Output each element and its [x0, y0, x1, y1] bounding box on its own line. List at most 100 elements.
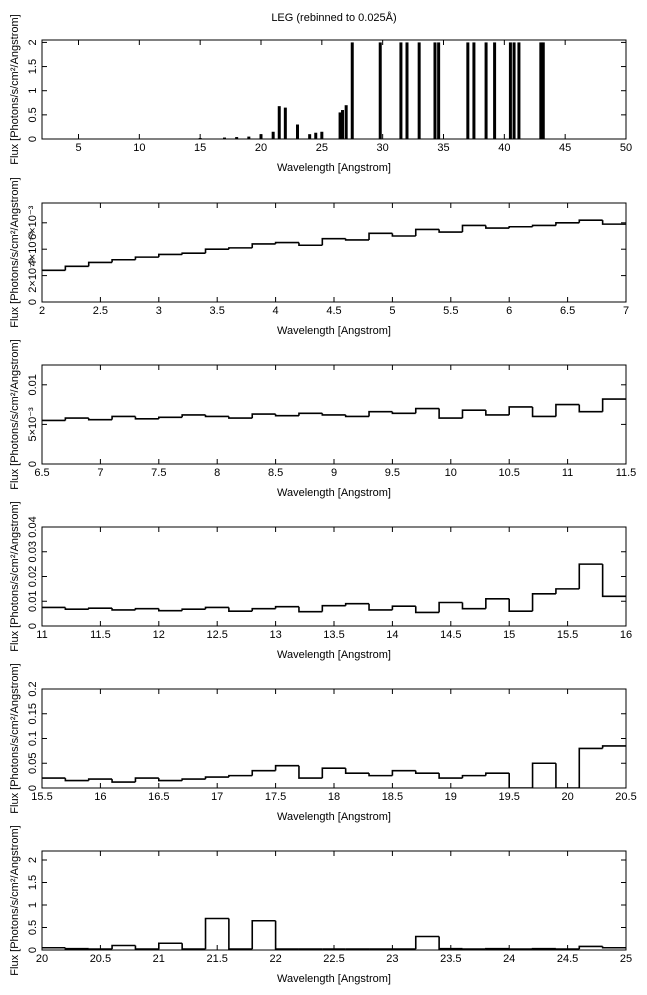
bar: [308, 134, 312, 139]
step: [508, 406, 533, 415]
step: [485, 225, 510, 229]
y-tick-label: 0.05: [27, 753, 39, 774]
bar: [405, 42, 409, 139]
step: [438, 601, 463, 613]
step: [111, 944, 136, 950]
x-tick-label: 22.5: [323, 953, 344, 965]
y-tick-label: 0: [27, 947, 39, 953]
plot-frame: [41, 688, 627, 789]
step: [158, 608, 183, 612]
x-tick-label: 35: [437, 142, 449, 154]
x-tick-label: 20: [255, 142, 267, 154]
step: [64, 265, 89, 271]
step: [461, 774, 486, 779]
step: [321, 767, 346, 779]
step: [228, 774, 253, 778]
series: [42, 398, 626, 422]
step: [298, 765, 323, 779]
step: [228, 607, 253, 612]
step: [181, 943, 206, 950]
step: [251, 919, 276, 950]
step: [485, 410, 510, 416]
step: [391, 233, 416, 237]
step: [368, 410, 393, 417]
bar: [320, 131, 324, 139]
step: [485, 597, 510, 609]
x-tick-label: 19: [445, 791, 457, 803]
series: [42, 563, 626, 614]
panel: 5 10 15 20 25 30 35 40 45 50 0 0.5 1 1.5 2 Wavelength […: [9, 14, 632, 174]
series: [42, 219, 626, 272]
step: [228, 416, 253, 419]
step: [321, 604, 346, 612]
bar: [350, 42, 354, 139]
step: [578, 747, 603, 788]
step: [578, 404, 603, 413]
y-tick-label: 0.04: [27, 516, 39, 537]
y-tick-label: 1.5: [27, 875, 39, 890]
x-tick-label: 18.5: [382, 791, 403, 803]
step: [87, 607, 113, 610]
step: [181, 778, 206, 781]
x-tick-label: 9.5: [385, 467, 400, 479]
x-tick-label: 5: [389, 305, 395, 317]
step: [251, 607, 276, 612]
bar: [484, 42, 488, 139]
x-tick-label: 3.5: [210, 305, 225, 317]
step: [578, 945, 603, 950]
step: [64, 607, 89, 610]
y-tick-label: 0.2: [27, 681, 39, 696]
step: [111, 779, 136, 783]
x-tick-label: 20.5: [90, 953, 111, 965]
bar: [198, 138, 202, 139]
x-tick-label: 21: [153, 953, 165, 965]
bar: [512, 42, 516, 139]
step: [274, 605, 299, 609]
bar: [466, 42, 470, 139]
x-axis-label: Wavelength [Angstrom]: [277, 162, 391, 174]
x-tick-label: 20: [561, 791, 573, 803]
step: [438, 936, 463, 950]
x-tick-label: 6: [506, 305, 512, 317]
x-tick-label: 15: [194, 142, 206, 154]
x-tick-label: 11: [562, 467, 573, 479]
step: [391, 605, 416, 610]
y-tick-label: 6×10⁻³: [27, 205, 39, 240]
x-tick-label: 7: [97, 467, 103, 479]
x-tick-label: 12.5: [206, 629, 227, 641]
step: [111, 415, 136, 420]
step: [134, 945, 159, 950]
step: [344, 414, 370, 418]
step: [368, 232, 393, 240]
step: [438, 229, 463, 233]
bar: [539, 42, 543, 139]
series: [42, 745, 626, 788]
step: [228, 247, 253, 250]
step: [344, 768, 370, 774]
step: [204, 917, 229, 950]
chart-title: LEG (rebinned to 0.025Å): [271, 11, 396, 24]
x-axis-label: Wavelength [Angstrom]: [277, 649, 391, 661]
step: [414, 606, 440, 614]
x-tick-label: 4: [273, 305, 279, 317]
step: [64, 778, 89, 782]
y-axis-label: Flux [Photons/s/cm²/Angstrom]: [9, 825, 21, 975]
step: [508, 598, 533, 612]
y-tick-label: 0.03: [27, 541, 39, 562]
x-tick-label: 16.5: [148, 791, 169, 803]
x-tick-label: 11.5: [90, 629, 111, 641]
x-tick-label: 11.5: [616, 467, 637, 479]
step: [531, 762, 556, 788]
x-tick-label: 24.5: [557, 953, 578, 965]
x-tick-label: 15.5: [31, 791, 52, 803]
step: [228, 918, 253, 950]
x-tick-label: 16: [620, 629, 632, 641]
step: [181, 252, 206, 255]
bar: [344, 105, 348, 139]
y-tick-label: 0: [27, 299, 39, 305]
bar: [437, 42, 441, 139]
step: [531, 224, 556, 227]
bar: [341, 110, 345, 139]
step: [391, 411, 416, 415]
step: [601, 946, 626, 949]
